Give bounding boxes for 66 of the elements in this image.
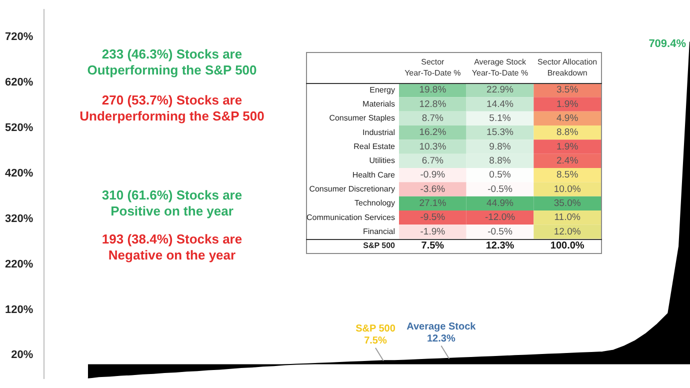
annotation: 270 (53.7%) Stocks are Underperforming the S&P 500 bbox=[80, 92, 264, 124]
y-tick-label: Consumer Staples bbox=[329, 114, 395, 123]
x-tick-label: Average Stock Year-To-Date % bbox=[472, 58, 528, 78]
data-label: 2.4% bbox=[556, 156, 579, 167]
data-label: 16.2% bbox=[419, 127, 447, 138]
y-tick-label: Real Estate bbox=[354, 142, 396, 151]
y-tick-label: 620% bbox=[4, 76, 34, 88]
data-label: -9.5% bbox=[420, 212, 446, 224]
data-label: -1.9% bbox=[420, 226, 446, 238]
data-label: 0.5% bbox=[489, 170, 512, 181]
data-label: 6.7% bbox=[422, 156, 444, 167]
y-tick-label: Technology bbox=[354, 198, 395, 208]
annotation: 310 (61.6%) Stocks are Positive on the year bbox=[102, 188, 242, 219]
data-label: 15.3% bbox=[486, 127, 514, 138]
data-label: -0.5% bbox=[488, 184, 513, 195]
data-label: -12.0% bbox=[484, 212, 516, 224]
data-label: -0.5% bbox=[488, 226, 513, 238]
data-label: 11.0% bbox=[554, 212, 581, 224]
y-tick-label: 520% bbox=[4, 122, 34, 134]
data-label: 10.0% bbox=[554, 184, 582, 195]
data-label: 10.3% bbox=[419, 141, 447, 152]
annotation: S&P 500 7.5% bbox=[356, 324, 396, 347]
y-tick-label: 120% bbox=[4, 304, 34, 316]
y-tick-label: 420% bbox=[4, 167, 34, 180]
y-tick-label: Energy bbox=[370, 85, 395, 94]
data-label: 12.0% bbox=[554, 226, 582, 238]
annotation: 233 (46.3%) Stocks are Outperforming the S&P 500 bbox=[87, 46, 257, 78]
x-tick-label: Sector Year-To-Date % bbox=[404, 58, 461, 78]
data-label: 8.8% bbox=[556, 127, 579, 138]
data-label: -3.6% bbox=[420, 184, 446, 195]
annotation: 193 (38.4%) Stocks are Negative on the year bbox=[102, 232, 242, 263]
y-tick-label: Financial bbox=[362, 226, 396, 236]
data-label: 8.7% bbox=[422, 113, 444, 124]
y-tick-label: Health Care bbox=[352, 170, 396, 180]
data-label: 3.5% bbox=[556, 84, 579, 96]
data-label: 1.9% bbox=[556, 141, 579, 152]
data-label: 27.1% bbox=[419, 198, 447, 210]
y-tick-label: S&P 500 bbox=[363, 241, 396, 250]
y-tick-label: Communication Services bbox=[306, 212, 395, 222]
y-tick-label: Consumer Discretionary bbox=[309, 184, 395, 194]
data-label: 100.0% bbox=[550, 240, 584, 252]
data-label: 35.0% bbox=[554, 198, 582, 210]
y-tick-label: 320% bbox=[4, 212, 34, 225]
data-label: 4.9% bbox=[556, 113, 579, 124]
data-label: 14.4% bbox=[486, 98, 514, 110]
data-label: 1.9% bbox=[556, 98, 579, 110]
annotation: Average Stock 12.3% bbox=[406, 321, 476, 344]
y-tick-label: Industrial bbox=[362, 128, 396, 137]
data-label: 44.9% bbox=[486, 198, 514, 210]
annotation: 709.4% bbox=[648, 38, 686, 50]
x-tick-label: Sector Allocation Breakdown bbox=[538, 58, 598, 78]
data-label: -0.9% bbox=[420, 170, 446, 181]
data-label: 8.5% bbox=[556, 170, 579, 181]
data-label: 8.8% bbox=[489, 156, 512, 167]
y-tick-label: Utilities bbox=[369, 156, 395, 166]
data-label: 22.9% bbox=[486, 84, 514, 96]
y-tick-label: 720% bbox=[4, 30, 34, 43]
data-label: 9.8% bbox=[489, 141, 512, 152]
data-label: 12.3% bbox=[486, 240, 514, 252]
y-tick-label: 20% bbox=[11, 349, 34, 362]
data-label: 12.8% bbox=[419, 98, 447, 110]
y-tick-label: 220% bbox=[4, 258, 34, 270]
data-label: 5.1% bbox=[489, 113, 512, 124]
y-tick-label: Materials bbox=[362, 99, 395, 108]
data-label: 19.8% bbox=[419, 84, 447, 96]
data-label: 7.5% bbox=[421, 240, 444, 252]
